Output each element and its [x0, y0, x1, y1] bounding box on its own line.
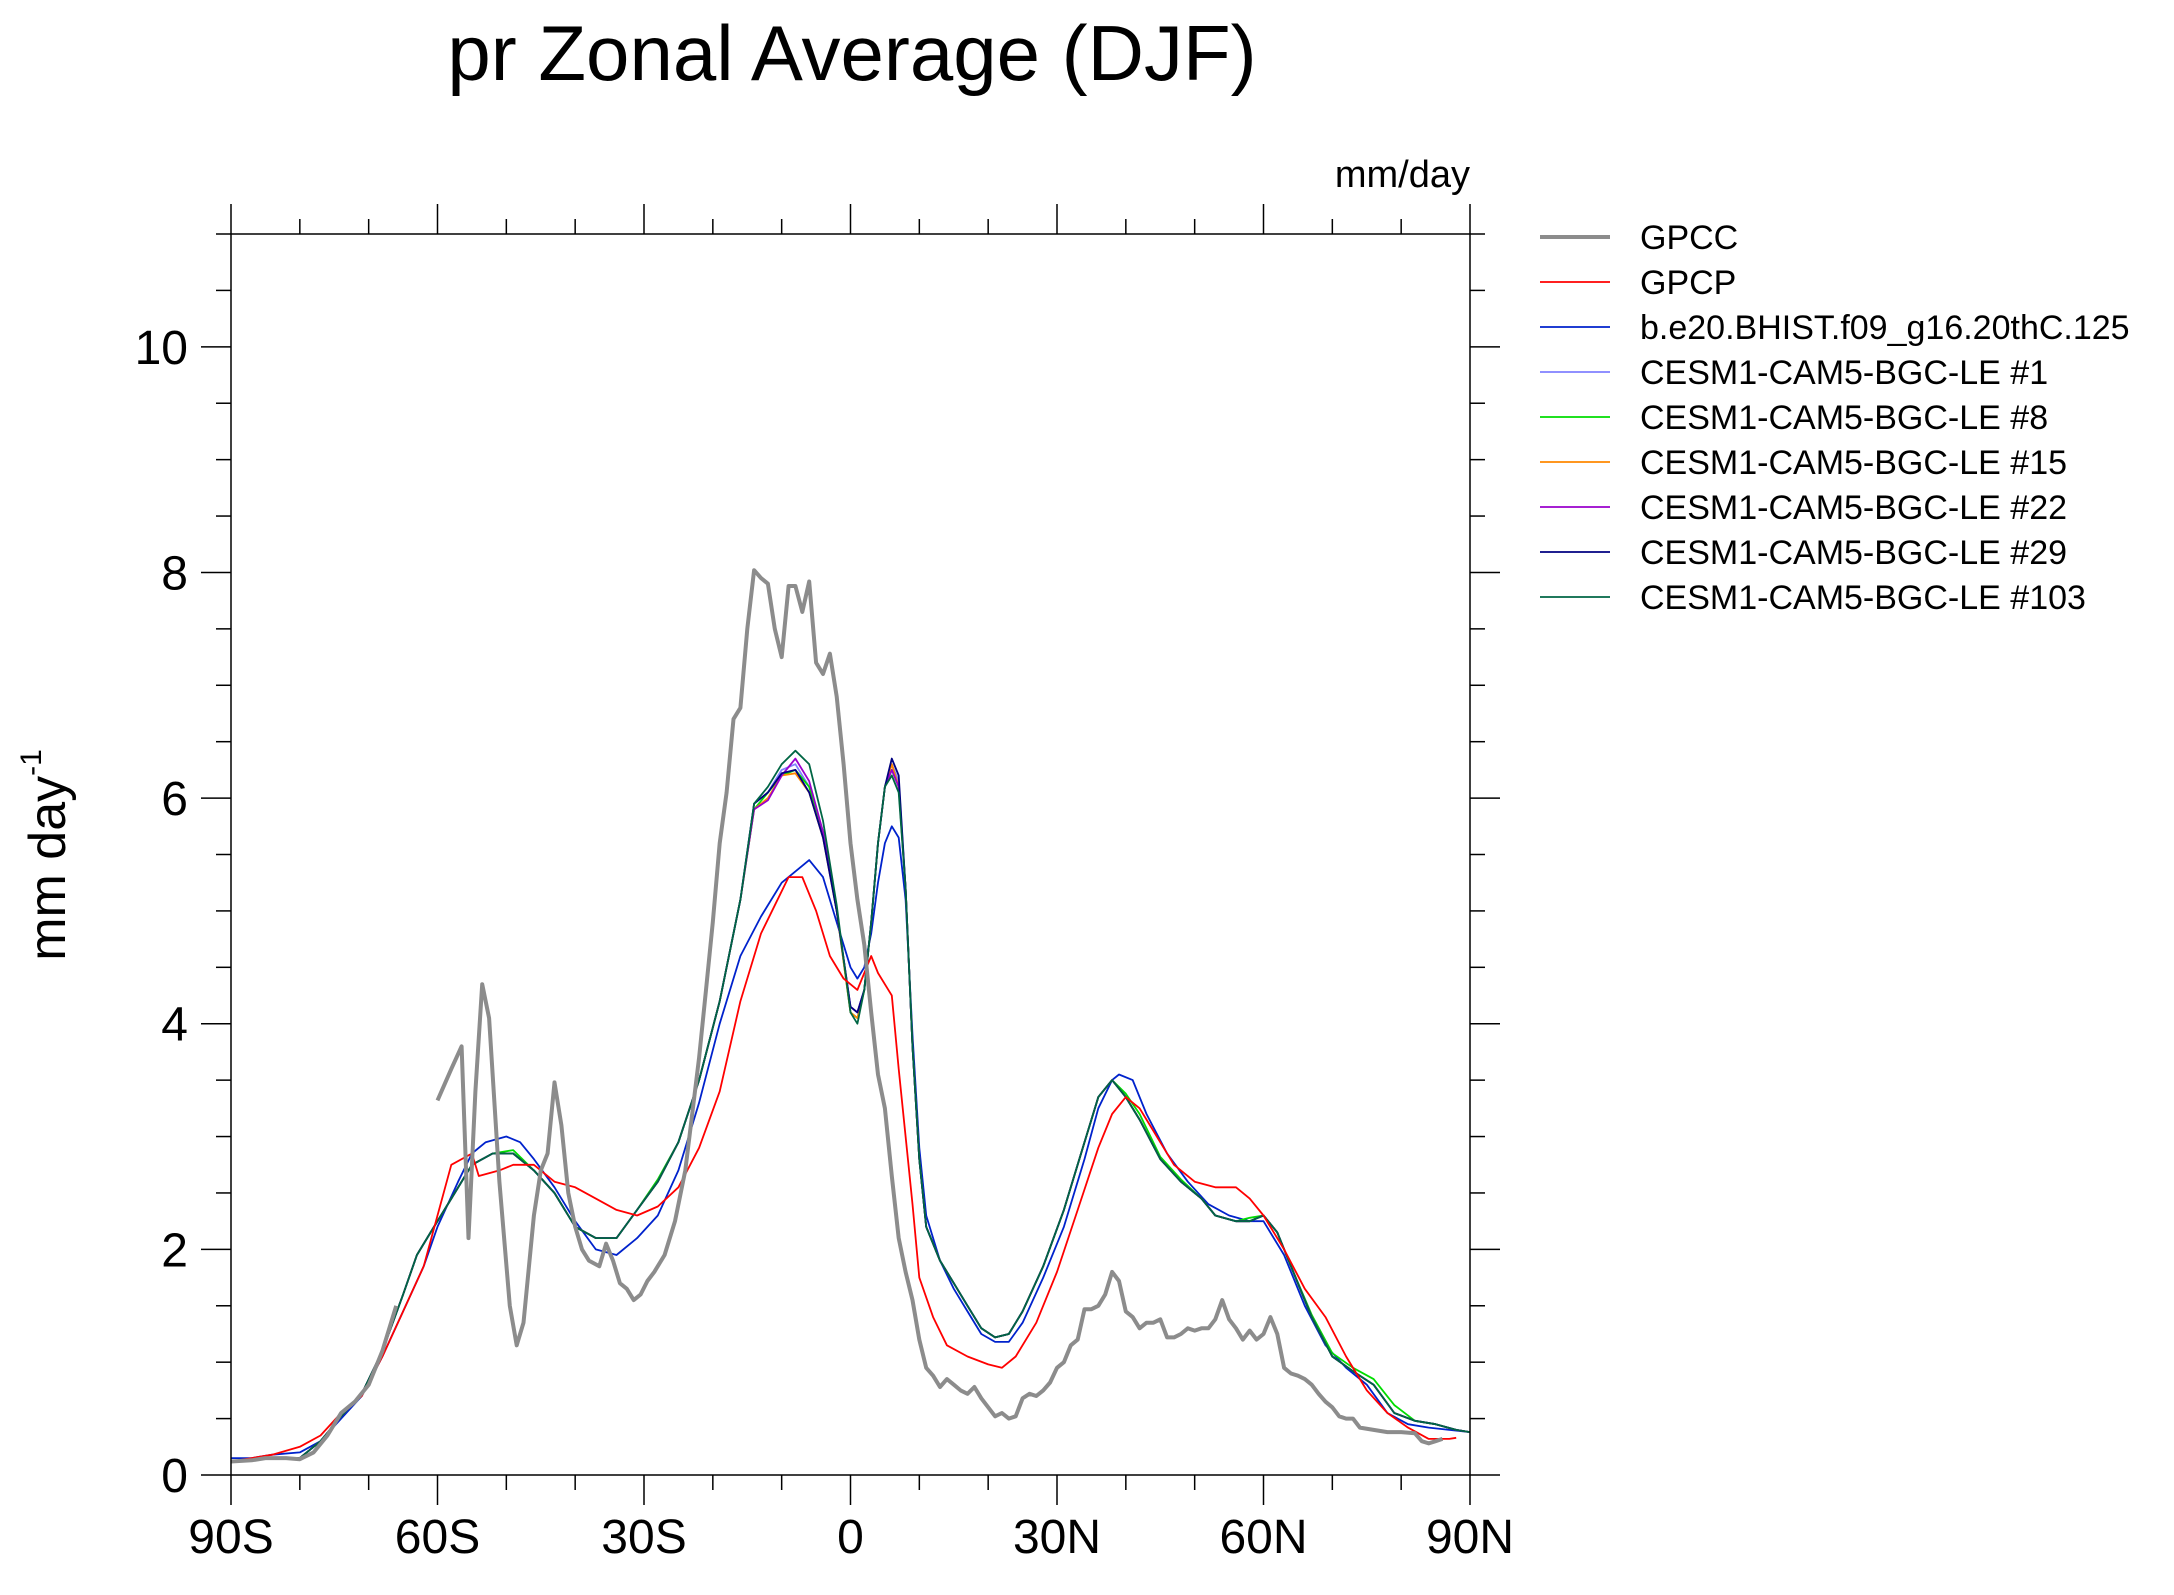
series-line-cesm1-cam5-bgc-le-15	[231, 763, 1470, 1463]
plot-frame	[230, 233, 1471, 1476]
x-tick-label: 30S	[601, 1511, 686, 1564]
units-label: mm/day	[1335, 154, 1470, 196]
y-axis-label-text: mm day	[19, 776, 77, 961]
legend-label: GPCP	[1640, 264, 1736, 302]
series-line-cesm1-cam5-bgc-le-8	[231, 769, 1470, 1463]
legend-label: b.e20.BHIST.f09_g16.20thC.125	[1640, 309, 2130, 347]
legend: GPCC GPCP b.e20.BHIST.f09_g16.20thC.125 CES…	[1540, 219, 2130, 617]
legend-label: CESM1-CAM5-BGC-LE #15	[1640, 444, 2067, 482]
legend-label: CESM1-CAM5-BGC-LE #8	[1640, 399, 2048, 437]
series-line-cesm1-cam5-bgc-le-103	[231, 749, 1470, 1463]
y-tick-label: 2	[161, 1224, 188, 1277]
axis-ticks	[201, 204, 1500, 1505]
legend-label: CESM1-CAM5-BGC-LE #103	[1640, 579, 2086, 617]
y-tick-label: 10	[135, 322, 188, 375]
x-axis-tick-labels: 90S 60S 30S 0 30N 60N 90N	[188, 1511, 1514, 1564]
y-tick-label: 6	[161, 773, 188, 826]
y-axis-label: mm day-1	[15, 749, 77, 961]
chart-title: pr Zonal Average (DJF)	[447, 9, 1256, 97]
y-axis-tick-labels: 0 2 4 6 8 10	[135, 322, 188, 1503]
series-line-cesm1-cam5-bgc-le-29	[231, 757, 1470, 1463]
x-tick-label: 90S	[188, 1511, 273, 1564]
x-tick-label: 60N	[1219, 1511, 1307, 1564]
series-line-cesm1-cam5-bgc-le-1	[231, 763, 1470, 1463]
y-axis-label-exponent: -1	[15, 749, 48, 776]
x-tick-label: 30N	[1013, 1511, 1101, 1564]
x-tick-label: 90N	[1426, 1511, 1514, 1564]
legend-label: CESM1-CAM5-BGC-LE #22	[1640, 489, 2067, 527]
y-tick-label: 4	[161, 999, 188, 1052]
legend-label: CESM1-CAM5-BGC-LE #1	[1640, 354, 2048, 392]
plot-series-area	[231, 568, 1470, 1464]
x-tick-label: 0	[837, 1511, 864, 1564]
series-line-b-e20-bhist-f09-g16-20thc-125	[231, 825, 1470, 1459]
series-line-gpcc	[231, 1305, 399, 1464]
y-tick-label: 0	[161, 1450, 188, 1503]
legend-label: CESM1-CAM5-BGC-LE #29	[1640, 534, 2067, 572]
x-tick-label: 60S	[395, 1511, 480, 1564]
y-tick-label: 8	[161, 547, 188, 600]
legend-label: GPCC	[1640, 219, 1738, 257]
series-line-gpcc	[435, 568, 1444, 1446]
series-line-cesm1-cam5-bgc-le-22	[231, 757, 1470, 1463]
